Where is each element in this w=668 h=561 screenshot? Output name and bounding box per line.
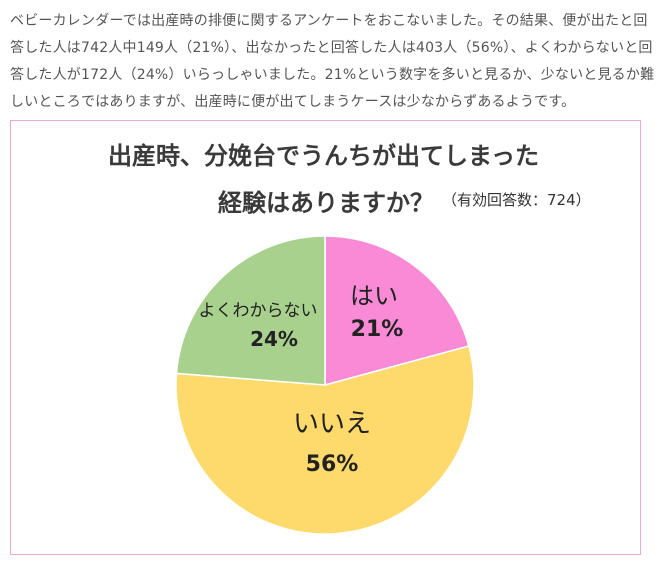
pie-slice-1: [324, 235, 470, 386]
chart-title-line1: 出産時、分娩台でうんちが出てしまった: [108, 142, 540, 170]
pie-slices: [175, 235, 475, 535]
slice-value-2: 56%: [306, 452, 359, 477]
pie-slice-3: [175, 235, 326, 386]
slice-value-3: 24%: [250, 327, 298, 351]
slice-value-1: 21%: [351, 317, 404, 342]
chart-title-line2: 経験はありますか？: [218, 189, 434, 217]
intro-paragraph: ベビーカレンダーでは出産時の排便に関するアンケートをおこないました。その結果、便…: [10, 13, 655, 110]
pie-labels: はい 21% いいえ 56% よくわからない 24%: [199, 282, 404, 477]
pie-slice-2: [175, 345, 475, 535]
slice-label-3: よくわからない: [199, 301, 318, 321]
slice-label-1: はい: [350, 282, 398, 310]
slice-label-2: いいえ: [293, 409, 371, 439]
chart-note: （有効回答数：724）: [442, 191, 591, 209]
